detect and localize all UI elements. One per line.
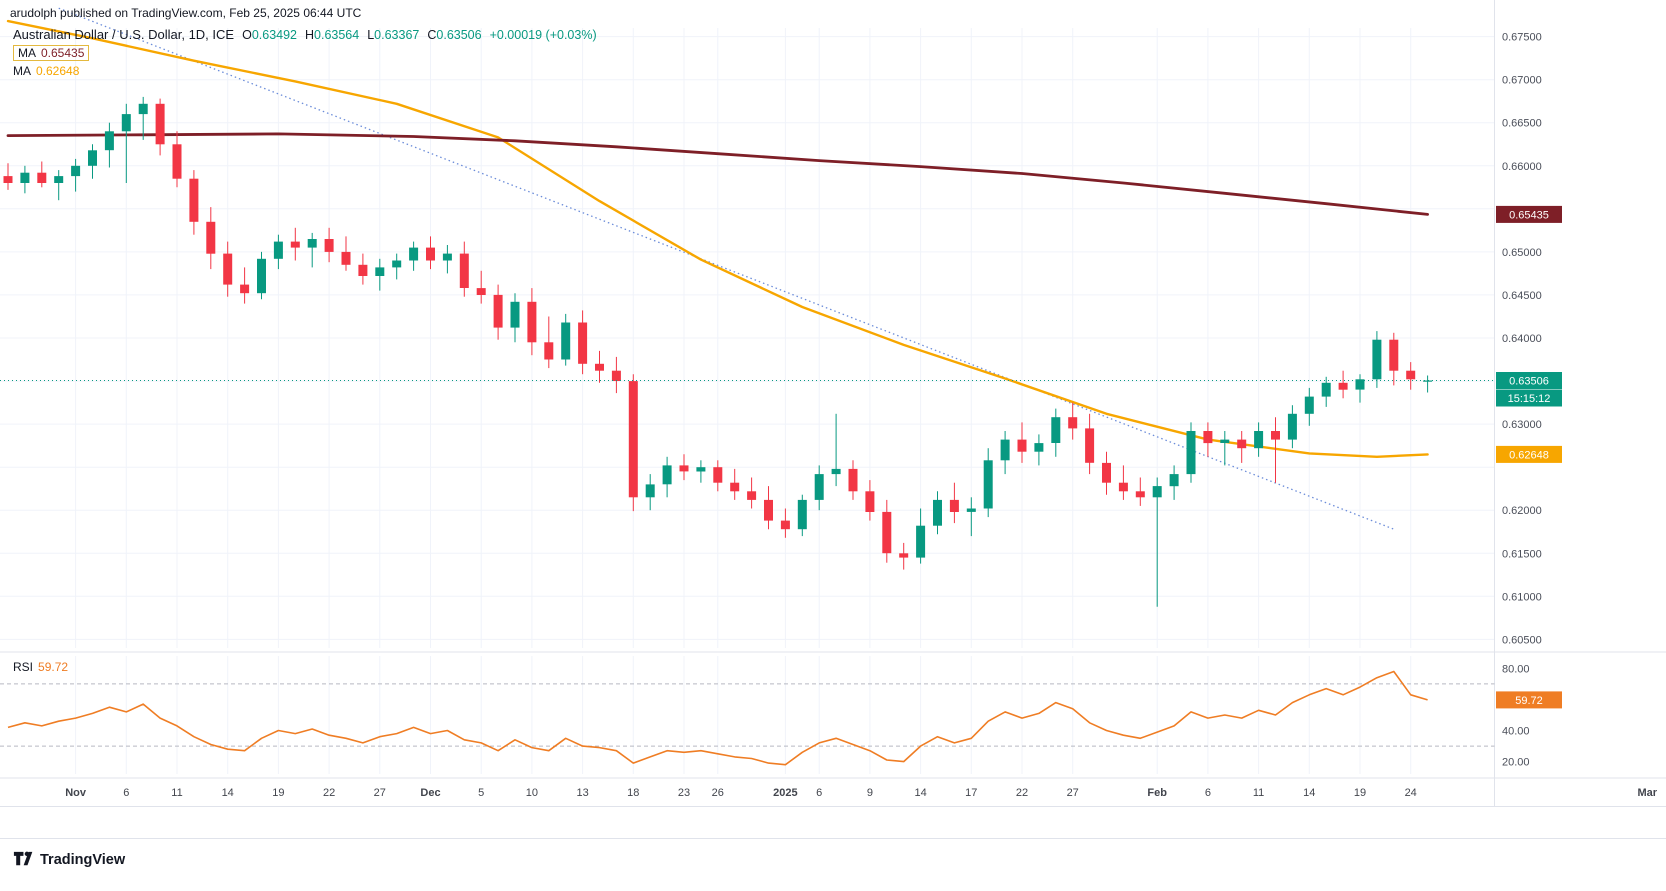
symbol-title[interactable]: Australian Dollar / U.S. Dollar, 1D, ICE [13,27,235,42]
ohlc-high: H0.63564 [305,28,359,42]
svg-text:0.62000: 0.62000 [1502,505,1542,517]
ma-slow-value: 0.65435 [41,46,85,60]
svg-text:27: 27 [1067,787,1079,799]
svg-text:17: 17 [965,787,977,799]
symbol-row: Australian Dollar / U.S. Dollar, 1D, ICE… [13,27,597,42]
svg-text:23: 23 [678,787,690,799]
chart-legend: Australian Dollar / U.S. Dollar, 1D, ICE… [13,27,597,78]
svg-text:0.63000: 0.63000 [1502,419,1542,431]
ma-slow-label: MA [18,46,36,60]
rsi-badge [1496,691,1562,709]
ma-legend-fast[interactable]: MA 0.62648 [13,64,79,78]
open-label: O [242,28,252,42]
rsi-value: 59.72 [38,660,69,674]
close-value: 0.63506 [436,28,482,42]
footer-brand[interactable]: TradingView [12,849,125,870]
svg-text:0.64000: 0.64000 [1502,333,1542,345]
ohlc-close: C0.63506 [427,28,481,42]
svg-text:5: 5 [478,787,484,799]
svg-text:Mar: Mar [1638,787,1658,799]
svg-text:10: 10 [526,787,538,799]
svg-text:0.64500: 0.64500 [1502,290,1542,302]
svg-text:0.62648: 0.62648 [1509,449,1549,461]
svg-text:0.66000: 0.66000 [1502,161,1542,173]
close-label: C [427,28,437,42]
ma-fast-value: 0.62648 [36,64,80,78]
ma-fast-label: MA [13,64,31,78]
svg-text:0.61000: 0.61000 [1502,591,1542,603]
svg-text:0.66500: 0.66500 [1502,118,1542,130]
svg-text:0.67000: 0.67000 [1502,75,1542,87]
svg-text:19: 19 [1354,787,1366,799]
low-value: 0.63367 [374,28,420,42]
publish-info: arudolph published on TradingView.com, F… [10,6,362,20]
svg-text:6: 6 [816,787,822,799]
svg-text:Dec: Dec [420,787,440,799]
ma-legend-slow[interactable]: MA 0.65435 [13,45,90,61]
svg-text:9: 9 [867,787,873,799]
countdown-badge [1496,389,1562,407]
high-value: 0.63564 [314,28,360,42]
svg-text:Nov: Nov [65,787,87,799]
high-label: H [305,28,315,42]
tradingview-logo-icon [13,851,33,866]
svg-text:0.65435: 0.65435 [1509,209,1549,221]
rsi-pane[interactable]: 80.00 40.00 20.00 59.72 [0,663,1562,769]
footer-divider [0,838,1666,839]
open-value: 0.63492 [251,28,297,42]
svg-text:0.65000: 0.65000 [1502,247,1542,259]
rsi-label: RSI [13,660,34,674]
price-badge [1496,372,1562,389]
chart-canvas[interactable]: 0.67500 0.67000 0.66500 0.66000 0.65000 0.645… [0,0,1666,845]
svg-text:11: 11 [1253,787,1264,799]
change-value: +0.00019 (+0.03%) [489,28,597,42]
svg-text:0.61500: 0.61500 [1502,548,1542,560]
svg-text:2025: 2025 [773,787,797,799]
svg-text:40.00: 40.00 [1502,726,1530,738]
svg-text:Feb: Feb [1147,787,1167,799]
svg-text:22: 22 [323,787,335,799]
svg-text:11: 11 [171,787,182,799]
svg-text:0.67500: 0.67500 [1502,32,1542,44]
rsi-line[interactable] [7,670,1428,766]
candles-layer[interactable] [3,96,1433,607]
price-badge [1496,205,1562,223]
ohlc-open: O0.63492 [242,28,297,42]
svg-text:14: 14 [222,787,234,799]
svg-text:20.00: 20.00 [1502,757,1530,769]
svg-text:24: 24 [1405,787,1417,799]
price-badge [1496,445,1562,463]
ohlc-low: L0.63367 [367,28,419,42]
svg-text:22: 22 [1016,787,1028,799]
svg-text:59.72: 59.72 [1515,695,1543,707]
svg-text:13: 13 [576,787,588,799]
svg-text:18: 18 [627,787,639,799]
svg-text:19: 19 [272,787,284,799]
rsi-legend[interactable]: RSI 59.72 [13,660,68,674]
svg-text:15:15:12: 15:15:12 [1508,393,1551,405]
brand-text: TradingView [40,851,126,868]
svg-text:6: 6 [123,787,129,799]
trendline-drawing[interactable] [58,7,1395,530]
ma-slow-line[interactable] [6,132,1429,216]
svg-text:0.63506: 0.63506 [1509,376,1549,388]
svg-text:14: 14 [914,787,926,799]
low-label: L [367,28,375,42]
svg-text:80.00: 80.00 [1502,663,1530,675]
svg-text:27: 27 [374,787,386,799]
svg-text:0.60500: 0.60500 [1502,634,1542,646]
grid-layer [0,28,1495,774]
svg-text:6: 6 [1205,787,1211,799]
time-axis[interactable]: Nov 6 11 14 19 22 27 Dec 5 10 13 18 23 26 2025 6 9 14 17 22… [65,787,1658,799]
svg-text:26: 26 [712,787,724,799]
svg-text:14: 14 [1303,787,1315,799]
price-axis[interactable]: 0.67500 0.67000 0.66500 0.66000 0.65000 0.645… [1496,32,1562,647]
